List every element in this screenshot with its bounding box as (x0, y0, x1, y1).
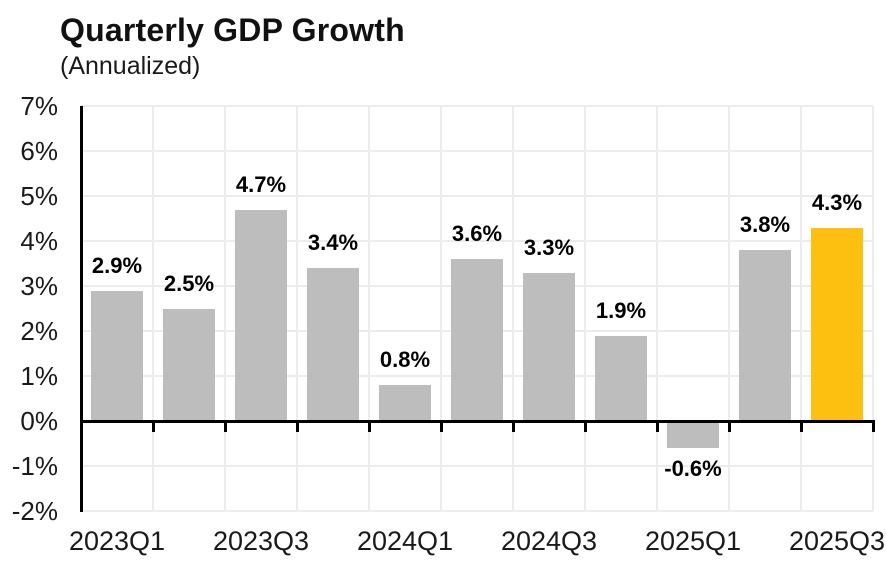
h-gridline (81, 510, 873, 512)
bar (379, 385, 431, 421)
bar-value-label: -0.6% (664, 456, 722, 481)
v-gridline (224, 106, 226, 511)
x-axis-tick (152, 421, 155, 432)
y-axis-label: 1% (20, 361, 58, 391)
h-gridline (81, 195, 873, 197)
x-axis-label: 2025Q1 (644, 526, 742, 556)
y-axis-label: -2% (11, 496, 58, 526)
bar-value-label: 0.8% (379, 347, 431, 372)
x-axis-tick (512, 421, 515, 432)
bar-value-label: 1.9% (595, 297, 647, 323)
bar (523, 272, 575, 421)
y-axis-line (80, 106, 83, 512)
v-gridline (872, 106, 874, 511)
x-axis-label: 2025Q3 (788, 526, 886, 556)
v-gridline (656, 106, 658, 511)
bar-value-label: 4.3% (811, 189, 863, 215)
bar-highlighted (811, 227, 863, 421)
y-axis-label: 0% (20, 406, 58, 436)
x-axis-tick (224, 421, 227, 432)
bar (667, 421, 719, 448)
v-gridline (800, 106, 802, 511)
bar-value-label: 2.9% (91, 252, 143, 278)
v-gridline (512, 106, 514, 511)
bar (235, 209, 287, 421)
bar-value-label: 3.6% (451, 221, 503, 246)
y-axis-label: -1% (11, 451, 58, 481)
bar (739, 250, 791, 421)
y-axis-label: 2% (20, 316, 58, 346)
bar-value-label: 3.4% (307, 230, 359, 255)
v-gridline (368, 106, 370, 511)
v-gridline (296, 106, 298, 511)
bar-value-label: 2.5% (163, 270, 215, 296)
bar (451, 259, 503, 421)
chart-subtitle: (Annualized) (60, 52, 201, 80)
x-axis-tick (440, 421, 443, 432)
x-axis-tick (368, 421, 371, 432)
h-gridline (81, 150, 873, 152)
h-gridline (81, 105, 873, 107)
bar-value-label: 3.3% (523, 234, 575, 260)
x-axis-tick (800, 421, 803, 432)
x-axis-line (80, 420, 875, 423)
v-gridline (728, 106, 730, 511)
bar (595, 335, 647, 421)
x-axis-label: 2023Q1 (68, 526, 166, 556)
x-axis-label: 2024Q1 (356, 526, 454, 556)
bar (307, 268, 359, 421)
y-axis-label: 7% (20, 91, 58, 121)
x-axis-label: 2024Q3 (500, 526, 598, 556)
y-axis-label: 3% (20, 271, 58, 301)
v-gridline (440, 106, 442, 511)
h-gridline (81, 240, 873, 242)
y-axis-label: 6% (20, 136, 58, 166)
x-axis-tick (296, 421, 299, 432)
y-axis-label: 4% (20, 226, 58, 256)
y-axis-label: 5% (20, 181, 58, 211)
x-axis-tick (728, 421, 731, 432)
bar-value-label: 3.8% (739, 212, 791, 237)
bar (163, 308, 215, 421)
x-axis-tick (584, 421, 587, 432)
x-axis-tick (656, 421, 659, 432)
x-axis-label: 2023Q3 (212, 526, 310, 556)
v-gridline (584, 106, 586, 511)
v-gridline (152, 106, 154, 511)
bar (91, 290, 143, 421)
h-gridline (81, 465, 873, 467)
chart-title: Quarterly GDP Growth (60, 12, 405, 48)
bar-value-label: 4.7% (235, 171, 287, 197)
x-axis-tick (872, 421, 875, 432)
